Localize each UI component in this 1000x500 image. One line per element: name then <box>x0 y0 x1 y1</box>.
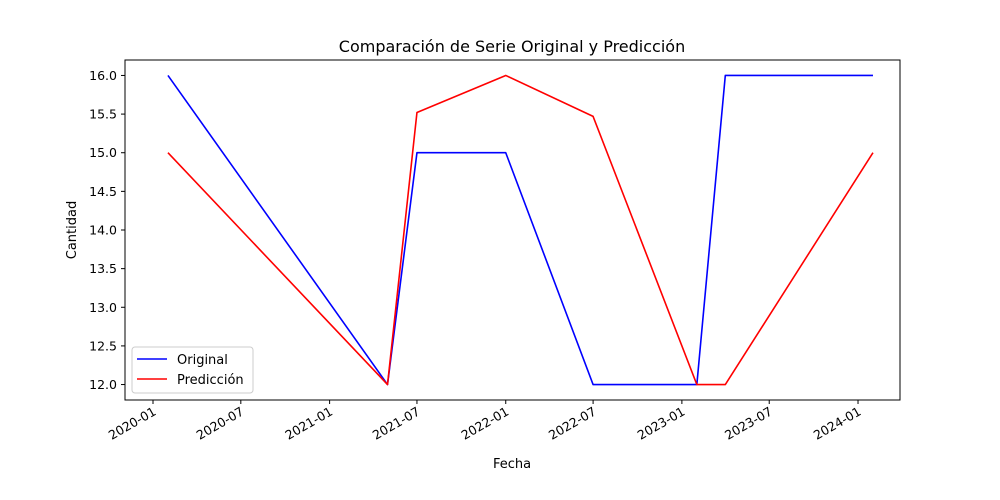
x-tick-label: 2023-01 <box>635 404 688 443</box>
x-tick-label: 2020-07 <box>194 404 247 443</box>
y-tick-label: 12.0 <box>89 377 117 392</box>
y-axis-label: Cantidad <box>65 201 80 259</box>
x-axis-label: Fecha <box>493 457 531 472</box>
y-tick-label: 14.0 <box>89 223 117 238</box>
y-tick-label: 13.0 <box>89 300 117 315</box>
legend-label-original: Original <box>177 353 228 368</box>
y-axis: 12.0 12.5 13.0 13.5 14.0 14.5 15.0 15.5 16.0 <box>89 68 125 392</box>
legend: Original Predicción <box>131 346 254 394</box>
y-tick-label: 16.0 <box>89 68 117 83</box>
y-tick-label: 13.5 <box>89 261 117 276</box>
chart-title: Comparación de Serie Original y Predicci… <box>339 37 685 56</box>
x-tick-label: 2024-01 <box>811 404 864 443</box>
x-tick-label: 2022-07 <box>546 404 599 443</box>
x-tick-label: 2021-01 <box>282 404 335 443</box>
y-tick-label: 14.5 <box>89 184 117 199</box>
x-tick-label: 2021-07 <box>370 404 423 443</box>
series-line-original <box>167 74 873 386</box>
x-tick-label: 2020-01 <box>106 404 159 443</box>
x-axis: 2020-01 2020-07 2021-01 2021-07 2022-01 2022-… <box>106 400 864 443</box>
x-tick-label: 2023-07 <box>722 404 775 443</box>
x-tick-label: 2022-01 <box>459 404 512 443</box>
series-line-prediccion <box>167 74 874 386</box>
y-tick-label: 12.5 <box>89 338 117 353</box>
series-layer <box>167 74 874 386</box>
legend-label-prediccion: Predicción <box>177 373 244 388</box>
y-tick-label: 15.5 <box>89 107 117 122</box>
y-tick-label: 15.0 <box>89 145 117 160</box>
